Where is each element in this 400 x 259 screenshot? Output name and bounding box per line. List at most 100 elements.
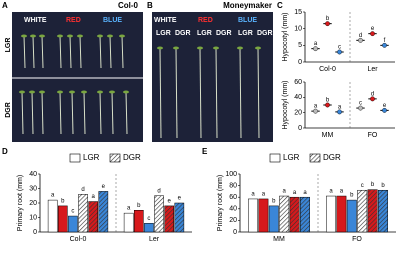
y-tick-label: 15: [294, 9, 302, 16]
x-tick-label: Ler: [367, 66, 378, 73]
seedling: [31, 91, 34, 135]
y-tick-label: 20: [294, 110, 302, 117]
bar: [268, 205, 279, 233]
seedling: [69, 35, 72, 69]
legend-label: LGR: [83, 153, 100, 162]
bar: [300, 196, 310, 233]
seedling: [23, 35, 26, 69]
panel-title: Moneymaker: [223, 1, 272, 10]
significance-letter: c: [359, 101, 362, 107]
cotyledon: [77, 34, 83, 38]
legend-label: LGR: [283, 153, 300, 162]
seedling: [111, 91, 114, 135]
y-tick-label: 10: [294, 26, 302, 33]
cotyledon: [57, 90, 63, 94]
column-label: RED: [198, 17, 213, 24]
subcolumn-label: DGR: [175, 30, 191, 37]
bar: [279, 195, 290, 233]
seedling: [41, 35, 44, 69]
bar: [357, 189, 368, 233]
bar: [164, 205, 175, 233]
column-label: WHITE: [154, 17, 177, 24]
cotyledon: [39, 90, 45, 94]
legend-label: DGR: [323, 153, 341, 162]
cotyledon: [157, 46, 163, 50]
subcolumn-label: LGR: [156, 30, 171, 37]
bar: [154, 195, 164, 233]
cotyledon: [97, 34, 103, 38]
bar: [289, 196, 300, 233]
y-tick-label: 100: [225, 171, 237, 178]
significance-letter: a: [262, 192, 266, 198]
seedling: [175, 47, 178, 139]
panel-label: A: [2, 1, 8, 10]
bar: [98, 191, 109, 233]
significance-letter: d: [359, 33, 362, 39]
significance-letter: c: [338, 45, 341, 51]
seedling: [83, 91, 86, 135]
seedling: [159, 47, 162, 139]
bar: [133, 210, 144, 233]
seedling: [41, 91, 44, 135]
bar: [78, 194, 88, 233]
subcolumn-label: LGR: [238, 30, 253, 37]
seedling: [32, 35, 35, 69]
mean-dot: [337, 109, 342, 115]
y-tick-label: 30: [29, 185, 37, 192]
panel-label: C: [277, 1, 283, 10]
mean-dot: [358, 105, 363, 111]
y-tick-label: 80: [229, 182, 237, 189]
column-label: RED: [66, 17, 81, 24]
bar: [248, 198, 258, 233]
bar: [47, 199, 58, 233]
y-axis-label: Primary root (mm): [17, 175, 24, 231]
cotyledon: [57, 34, 63, 38]
significance-letter: e: [178, 196, 182, 202]
significance-letter: a: [283, 189, 287, 195]
mean-dot: [382, 42, 387, 48]
significance-letter: b: [350, 193, 354, 199]
seedling: [71, 91, 74, 135]
significance-letter: a: [338, 104, 342, 110]
photo: [152, 12, 273, 142]
y-tick-label: 0: [298, 125, 302, 132]
seedling: [199, 47, 202, 139]
legend-swatch: [269, 153, 281, 163]
y-axis-label: Primary root (mm): [217, 175, 224, 231]
y-tick-label: 40: [294, 94, 302, 101]
bar: [378, 189, 388, 233]
panel-title: Col-0: [118, 1, 139, 10]
significance-letter: a: [314, 41, 318, 47]
bar: [346, 199, 357, 233]
panel-label: E: [202, 147, 208, 156]
subcolumn-label: DGR: [257, 30, 273, 37]
legend-swatch: [69, 153, 81, 163]
cotyledon: [97, 90, 103, 94]
panel-label: B: [147, 1, 153, 10]
y-tick-label: 0: [233, 229, 237, 236]
y-tick-label: 20: [229, 217, 237, 224]
mean-dot: [337, 49, 342, 55]
seedling: [99, 91, 102, 135]
cotyledon: [29, 90, 35, 94]
seedling: [59, 35, 62, 69]
bar: [57, 205, 68, 233]
significance-letter: b: [371, 182, 375, 188]
significance-letter: c: [361, 183, 364, 189]
y-tick-label: 20: [29, 200, 37, 207]
significance-letter: c: [71, 209, 74, 215]
bar: [326, 195, 336, 233]
seedling: [99, 35, 102, 69]
y-tick-label: 0: [298, 59, 302, 66]
cotyledon: [109, 90, 115, 94]
cotyledon: [107, 34, 113, 38]
significance-letter: f: [384, 38, 386, 44]
significance-letter: e: [102, 184, 106, 190]
cotyledon: [237, 46, 243, 50]
column-label: BLUE: [238, 17, 257, 24]
cotyledon: [197, 46, 203, 50]
bar: [123, 212, 134, 233]
x-tick-label: FO: [368, 132, 378, 139]
cotyledon: [255, 46, 261, 50]
significance-letter: c: [147, 216, 150, 222]
